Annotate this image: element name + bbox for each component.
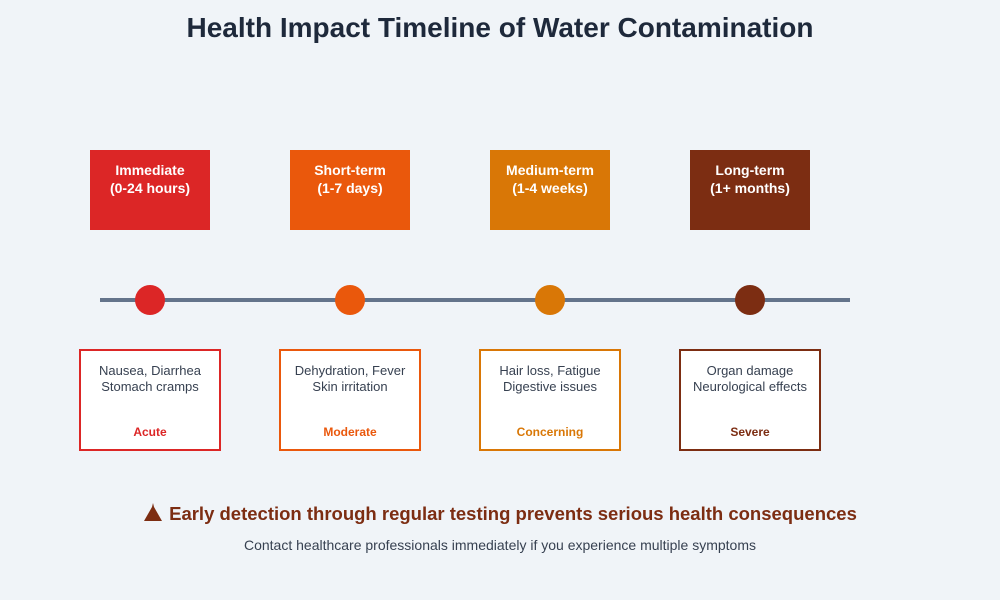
symptom-card: Nausea, Diarrhea Stomach cramps Acute (79, 349, 221, 451)
symptom-line: Neurological effects (693, 379, 807, 394)
symptom-line: Organ damage (706, 363, 794, 378)
severity-label: Acute (133, 425, 167, 439)
phase-period: (1+ months) (710, 180, 790, 196)
phase-header: Long-term (1+ months) (690, 150, 810, 230)
phase-name: Immediate (115, 162, 185, 178)
phase-period: (0-24 hours) (109, 180, 191, 196)
warning-text: Early detection through regular testing … (169, 503, 857, 524)
page-title: Health Impact Timeline of Water Contamin… (186, 12, 814, 43)
phase-header: Short-term (1-7 days) (290, 150, 410, 230)
phase-period: (1-4 weeks) (512, 180, 588, 196)
phase-header: Immediate (0-24 hours) (90, 150, 210, 230)
timeline-marker (335, 285, 365, 315)
severity-label: Moderate (323, 425, 377, 439)
symptom-line: Stomach cramps (101, 379, 199, 394)
symptom-line: Digestive issues (503, 379, 597, 394)
timeline-axis (100, 298, 850, 302)
symptom-line: Hair loss, Fatigue (499, 363, 601, 378)
severity-label: Severe (730, 425, 770, 439)
warning-icon (144, 503, 163, 521)
phase-period: (1-7 days) (317, 180, 383, 196)
phase-name: Medium-term (506, 162, 594, 178)
phase-name: Long-term (715, 162, 785, 178)
timeline-marker (535, 285, 565, 315)
severity-label: Concerning (516, 425, 584, 439)
symptom-line: Nausea, Diarrhea (99, 363, 201, 378)
advice-note: Contact healthcare professionals immedia… (243, 537, 756, 553)
timeline-marker (735, 285, 765, 315)
phase-header: Medium-term (1-4 weeks) (490, 150, 610, 230)
phase-name: Short-term (314, 162, 386, 178)
symptom-card: Hair loss, Fatigue Digestive issues Conc… (479, 349, 621, 451)
symptom-line: Skin irritation (312, 379, 388, 394)
symptom-line: Dehydration, Fever (294, 363, 406, 378)
warning-message: Early detection through regular testing … (0, 502, 1000, 525)
symptom-card: Dehydration, Fever Skin irritation Moder… (279, 349, 421, 451)
timeline-marker (135, 285, 165, 315)
symptom-card: Organ damage Neurological effects Severe (679, 349, 821, 451)
